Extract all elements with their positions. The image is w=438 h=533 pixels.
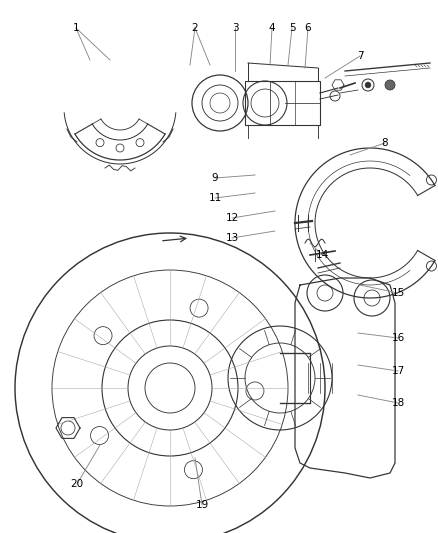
Text: 4: 4 bbox=[268, 23, 276, 33]
Text: 19: 19 bbox=[195, 500, 208, 510]
Text: 18: 18 bbox=[392, 398, 405, 408]
Bar bbox=[245, 81, 320, 125]
Text: 13: 13 bbox=[226, 233, 239, 243]
Text: 5: 5 bbox=[289, 23, 295, 33]
Text: 6: 6 bbox=[305, 23, 311, 33]
Text: 3: 3 bbox=[232, 23, 238, 33]
Text: 17: 17 bbox=[392, 366, 405, 376]
Text: 9: 9 bbox=[212, 173, 218, 183]
Circle shape bbox=[385, 80, 395, 90]
Text: 2: 2 bbox=[192, 23, 198, 33]
Text: 16: 16 bbox=[392, 333, 405, 343]
Text: 12: 12 bbox=[226, 213, 239, 223]
Text: 15: 15 bbox=[392, 288, 405, 298]
Text: 20: 20 bbox=[71, 479, 84, 489]
Circle shape bbox=[365, 82, 371, 88]
Text: 8: 8 bbox=[381, 138, 389, 148]
Text: 11: 11 bbox=[208, 193, 222, 203]
Text: 14: 14 bbox=[315, 250, 328, 260]
Text: 1: 1 bbox=[73, 23, 79, 33]
Text: 7: 7 bbox=[357, 51, 363, 61]
